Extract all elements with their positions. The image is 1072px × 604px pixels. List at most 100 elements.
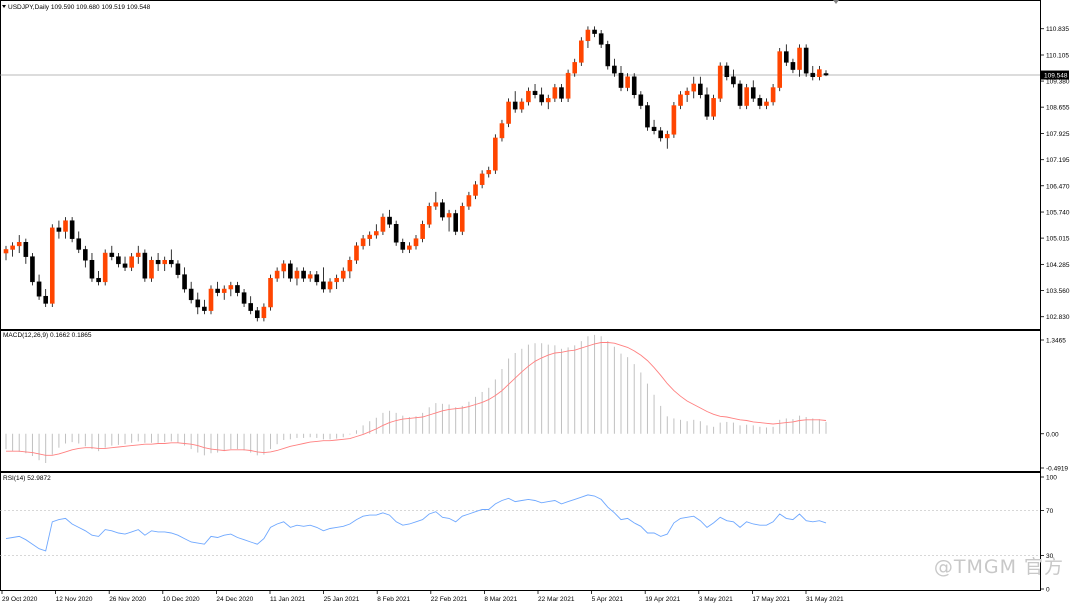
date-axis-label: 26 Nov 2020 [109,596,146,603]
bullish-candle [407,245,412,250]
date-axis-label: 11 Jan 2021 [270,596,306,603]
bearish-candle [658,130,663,139]
bullish-candle [479,173,485,185]
bullish-candle [281,263,287,272]
date-axis-label: 24 Dec 2020 [216,596,253,603]
bullish-candle [334,277,339,283]
watermark: @TMGM 官方 [933,556,1064,578]
bullish-candle [526,90,531,103]
date-axis-label: 22 Mar 2021 [538,596,575,603]
rsi-axis-label: 70 [1046,508,1054,515]
bullish-candle [340,270,346,279]
date-axis-label: 3 May 2021 [699,596,733,603]
bullish-candle [579,40,584,63]
bearish-candle [559,87,564,99]
bullish-candle [684,90,690,95]
bearish-candle [301,270,306,279]
bullish-candle [545,98,551,103]
chart-shift-marker-icon[interactable] [833,0,839,4]
bullish-candle [367,234,373,239]
price-axis-label: 105.015 [1046,236,1070,243]
bullish-candle [10,245,15,250]
bullish-candle [625,76,630,88]
bullish-candle [506,101,511,124]
bearish-candle [724,65,730,78]
bullish-candle [274,270,280,279]
bullish-candle [354,245,359,261]
rsi-label: RSI(14) 52.9872 [3,475,51,482]
bullish-candle [327,281,333,290]
bullish-candle [466,195,472,207]
bullish-candle [459,206,465,232]
bearish-candle [76,238,82,250]
bearish-candle [400,242,406,250]
date-axis-label: 17 May 2021 [752,596,790,603]
bullish-candle [135,252,141,257]
bearish-candle [248,303,253,311]
bearish-candle [737,83,743,106]
bearish-candle [612,65,617,74]
bullish-candle [717,65,723,99]
bearish-candle [704,94,710,117]
bearish-candle [440,202,445,218]
bullish-candle [426,206,432,225]
bearish-candle [175,263,181,275]
bullish-candle [228,285,234,290]
date-axis-label: 8 Mar 2021 [484,596,517,603]
bearish-candle [651,126,657,131]
bullish-candle [585,29,591,42]
bullish-candle [664,134,670,139]
macd-signal-line [6,342,827,456]
price-axis-label: 106.470 [1046,183,1070,190]
bearish-candle [757,98,763,106]
bullish-candle [552,87,558,99]
bullish-candle [307,274,313,279]
bearish-candle [645,105,650,128]
rsi-line [5,494,827,552]
bullish-candle [493,137,498,171]
price-axis-label: 107.925 [1046,131,1070,138]
bullish-candle [16,242,22,247]
bearish-candle [532,90,538,95]
bearish-candle [69,220,75,239]
bearish-candle [96,277,101,283]
bullish-candle [519,101,525,110]
bullish-candle [221,288,227,293]
date-axis-label: 25 Jan 2021 [324,596,360,603]
bearish-candle [83,249,88,261]
bearish-candle [23,242,29,257]
macd-label: MACD(12,26,9) 0.1662 0.1865 [3,332,92,339]
last-price-badge [1041,70,1069,80]
bullish-candle [294,270,300,279]
bearish-candle [453,213,458,232]
price-axis-label: 109.380 [1046,79,1070,86]
price-panel-header: USDJPY,Daily 109.590 109.680 109.519 109… [8,4,151,11]
bearish-candle [215,288,220,293]
bearish-candle [387,216,392,225]
bullish-candle [347,259,353,272]
bearish-candle [393,224,399,243]
bullish-candle [208,288,214,311]
bullish-candle [3,249,9,254]
bearish-candle [235,285,240,293]
bullish-candle [102,252,108,283]
rsi-axis-label: 100 [1046,475,1057,482]
bullish-candle [413,238,419,247]
bullish-candle [711,98,716,117]
bearish-candle [188,288,194,301]
price-axis-label: 110.835 [1046,26,1069,33]
menu-triangle-icon[interactable] [2,5,6,8]
bullish-candle [777,51,783,88]
date-axis-label: 19 Apr 2021 [645,596,680,603]
bullish-candle [162,259,168,265]
bearish-candle [638,94,644,106]
bearish-candle [698,83,703,95]
price-axis-label: 107.195 [1046,157,1070,164]
bullish-candle [380,216,386,232]
date-axis-label: 5 Apr 2021 [592,596,624,603]
bullish-candle [374,231,379,236]
bearish-candle [539,94,544,103]
bearish-candle [784,51,789,63]
price-axis-label: 105.740 [1046,210,1070,217]
